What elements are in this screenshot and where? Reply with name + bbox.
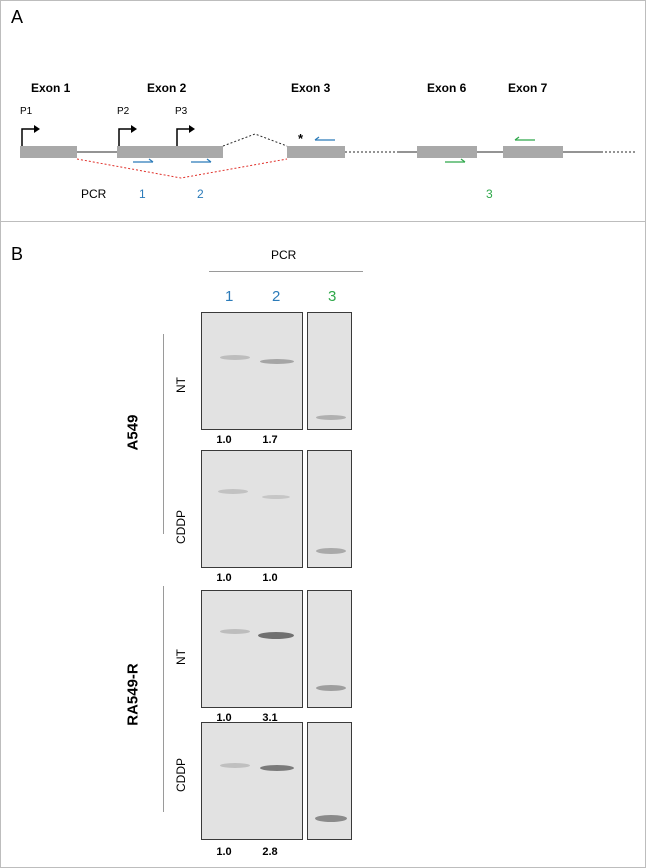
promoter-label-p1: P1 [20,106,33,117]
promoter-arrow-p3 [176,125,195,146]
gel-band [260,765,294,771]
gel-a549-cddp-pcr12 [201,450,303,568]
gel-ra549r-cddp-pcr3 [307,722,352,840]
primer-arrow-pcr2-forward [191,158,212,163]
ratio-a549-nt-1: 1.0 [216,434,232,446]
exon-box-1 [20,146,77,158]
ratio-ra549r-nt-2: 3.1 [262,712,278,724]
gel-a549-cddp-pcr3 [307,450,352,568]
gel-band [258,632,294,639]
exon-label-3: Exon 3 [291,81,331,95]
gel-band [316,415,346,420]
gel-column-2: 2 [272,288,281,305]
condition-a549-cddp: CDDP [174,510,188,545]
panel-a: A Exon 1 Exon 2 Exon 3 Exon 6 Exon 7 P1 … [0,0,646,222]
bracket-a549 [163,334,164,534]
promoter-label-p2: P2 [117,106,130,117]
gene-structure-diagram [20,125,637,179]
panel-letter-a: A [11,7,24,27]
exon-box-2 [117,146,223,158]
gel-band [260,359,294,364]
splice-junction-red [76,158,288,179]
exon-box-7 [503,146,563,158]
gel-band [315,815,347,822]
cell-line-ra549r: RA549-R [124,663,142,726]
ratio-a549-cddp-2: 1.0 [262,572,278,584]
gel-band [262,495,290,499]
pcr-number-2: 2 [197,187,204,201]
primer-arrow-pcr3-reverse [514,136,535,141]
ratio-ra549r-nt-1: 1.0 [216,712,232,724]
pcr-header: PCR [271,248,297,262]
exon-label-1: Exon 1 [31,81,71,95]
cell-line-a549: A549 [124,414,142,451]
condition-a549-nt: NT [174,377,188,393]
condition-ra549r-cddp: CDDP [174,758,188,793]
ratio-a549-cddp-1: 1.0 [216,572,232,584]
gel-band [316,548,346,554]
pcr-number-1: 1 [139,187,146,201]
exon-label-7: Exon 7 [508,81,548,95]
ratio-ra549r-cddp-2: 2.8 [262,846,278,858]
gel-a549-nt-pcr3 [307,312,352,430]
gel-band [220,629,250,634]
gel-ra549r-nt-pcr3 [307,590,352,708]
panel-b: B PCR 1 2 3 A549 RA549-R NT CDDP NT CDDP… [0,222,646,868]
gel-column-3: 3 [328,288,337,305]
splice-junction-2-3 [222,133,288,147]
primer-arrow-pcr1-forward [133,158,154,163]
exon-label-6: Exon 6 [427,81,467,95]
asterisk-marker: * [298,131,304,146]
gel-band [218,489,248,494]
exon-label-2: Exon 2 [147,81,187,95]
bracket-ra549r [163,586,164,812]
promoter-arrow-p1 [21,125,40,146]
primer-arrow-reverse-exon3 [314,136,335,141]
promoter-arrow-p2 [118,125,137,146]
gel-band [316,685,346,691]
panel-letter-b: B [11,244,24,264]
condition-ra549r-nt: NT [174,649,188,665]
pcr-number-3: 3 [486,187,493,201]
pcr-label: PCR [81,187,107,201]
exon-box-3 [287,146,345,158]
exon-box-6 [417,146,477,158]
gel-ra549r-nt-pcr12 [201,590,303,708]
gel-band [220,763,250,768]
pcr-header-rule [209,271,363,272]
ratio-ra549r-cddp-1: 1.0 [216,846,232,858]
gel-a549-nt-pcr12 [201,312,303,430]
ratio-a549-nt-2: 1.7 [262,434,278,446]
gel-column-1: 1 [225,288,234,305]
promoter-label-p3: P3 [175,106,188,117]
primer-arrow-pcr3-forward [445,158,466,163]
gel-ra549r-cddp-pcr12 [201,722,303,840]
gel-band [220,355,250,360]
